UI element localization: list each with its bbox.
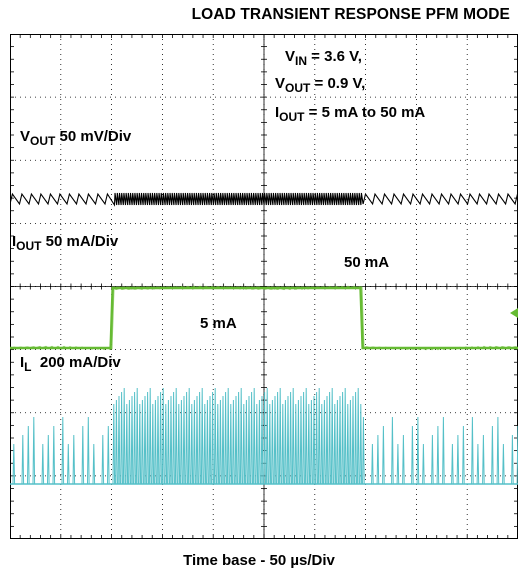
iout-trace [10, 285, 518, 351]
iout-condition: IOUT = 5 mA to 50 mA [275, 104, 426, 124]
vout-trace [10, 192, 518, 207]
high-load-annotation: 50 mA [344, 254, 390, 271]
oscilloscope-screen [10, 34, 518, 539]
time-base-caption: Time base - 50 µs/Div [183, 552, 335, 569]
iout-channel-marker [510, 308, 518, 318]
iout-channel-label: IOUT 50 mA/Div [12, 233, 119, 253]
low-load-annotation: 5 mA [200, 315, 237, 332]
il-channel-label: IL 200 mA/Div [20, 354, 121, 374]
vout-condition: VOUT = 0.9 V, [275, 75, 366, 95]
il-trace [10, 387, 518, 485]
vout-channel-label: VOUT 50 mV/Div [20, 128, 132, 148]
chart-title: LOAD TRANSIENT RESPONSE PFM MODE [191, 6, 510, 23]
vin-condition: VIN = 3.6 V, [285, 48, 362, 68]
iout-noise [10, 285, 518, 351]
il-waveform [12, 387, 518, 485]
vout-waveform [10, 192, 518, 207]
scope-plot [10, 34, 518, 539]
